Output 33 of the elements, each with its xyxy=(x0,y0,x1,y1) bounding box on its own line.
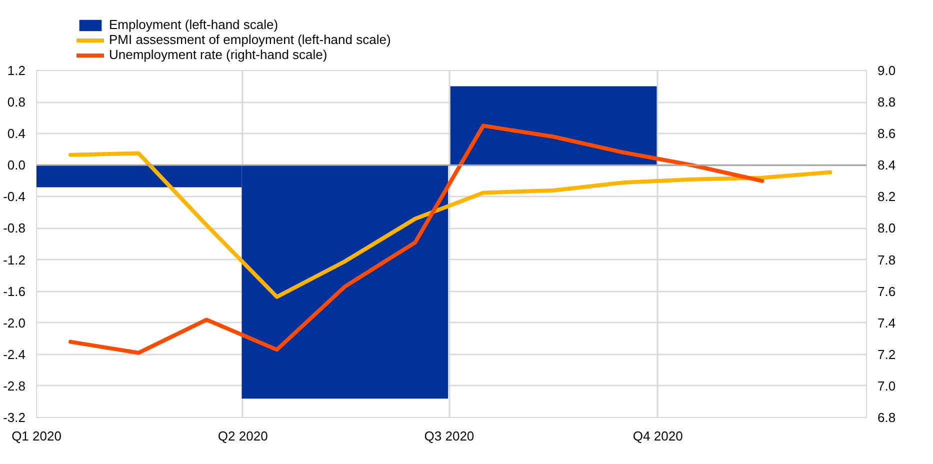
legend-label: Unemployment rate (right-hand scale) xyxy=(109,47,328,62)
line-series xyxy=(68,151,832,299)
x-tick-label: Q4 2020 xyxy=(632,428,683,444)
y-tick-label: 0.8 xyxy=(7,94,26,110)
y2-tick-label: 6.8 xyxy=(878,410,896,425)
y2-tick-label: 8.6 xyxy=(878,126,896,142)
y-tick-label: 0.4 xyxy=(7,126,26,142)
y-tick-label: -2.8 xyxy=(3,378,26,394)
y2-tick-label: 8.0 xyxy=(878,220,896,236)
x-tick-label: Q2 2020 xyxy=(218,428,268,444)
line-series xyxy=(68,124,764,355)
y-tick-label: 0.0 xyxy=(7,158,26,173)
y-tick-label: 1.2 xyxy=(7,63,26,78)
y-tick-label: -1.2 xyxy=(3,252,26,268)
x-tick-label: Q1 2020 xyxy=(12,428,62,444)
legend-label: Employment (left-hand scale) xyxy=(109,17,278,32)
legend-label: PMI assessment of employment (left-hand scale) xyxy=(109,32,391,47)
y-tick-label: -0.4 xyxy=(3,189,26,204)
y2-tick-label: 7.4 xyxy=(878,315,896,330)
y2-tick-label: 7.6 xyxy=(878,284,896,299)
y2-tick-label: 9.0 xyxy=(878,63,896,78)
y2-tick-label: 8.2 xyxy=(878,189,896,204)
y-tick-label: -2.4 xyxy=(3,346,26,362)
y2-tick-label: 7.2 xyxy=(878,346,896,362)
x-tick-label: Q3 2020 xyxy=(424,428,474,444)
y2-tick-label: 7.0 xyxy=(878,378,896,394)
y2-tick-label: 7.8 xyxy=(878,252,896,268)
y2-tick-label: 8.8 xyxy=(878,94,896,110)
y-tick-label: -3.2 xyxy=(3,410,26,425)
y-tick-label: -1.6 xyxy=(3,284,26,299)
y-tick-label: -2.0 xyxy=(3,315,26,330)
y2-tick-label: 8.4 xyxy=(878,158,896,173)
y-tick-label: -0.8 xyxy=(3,220,26,236)
